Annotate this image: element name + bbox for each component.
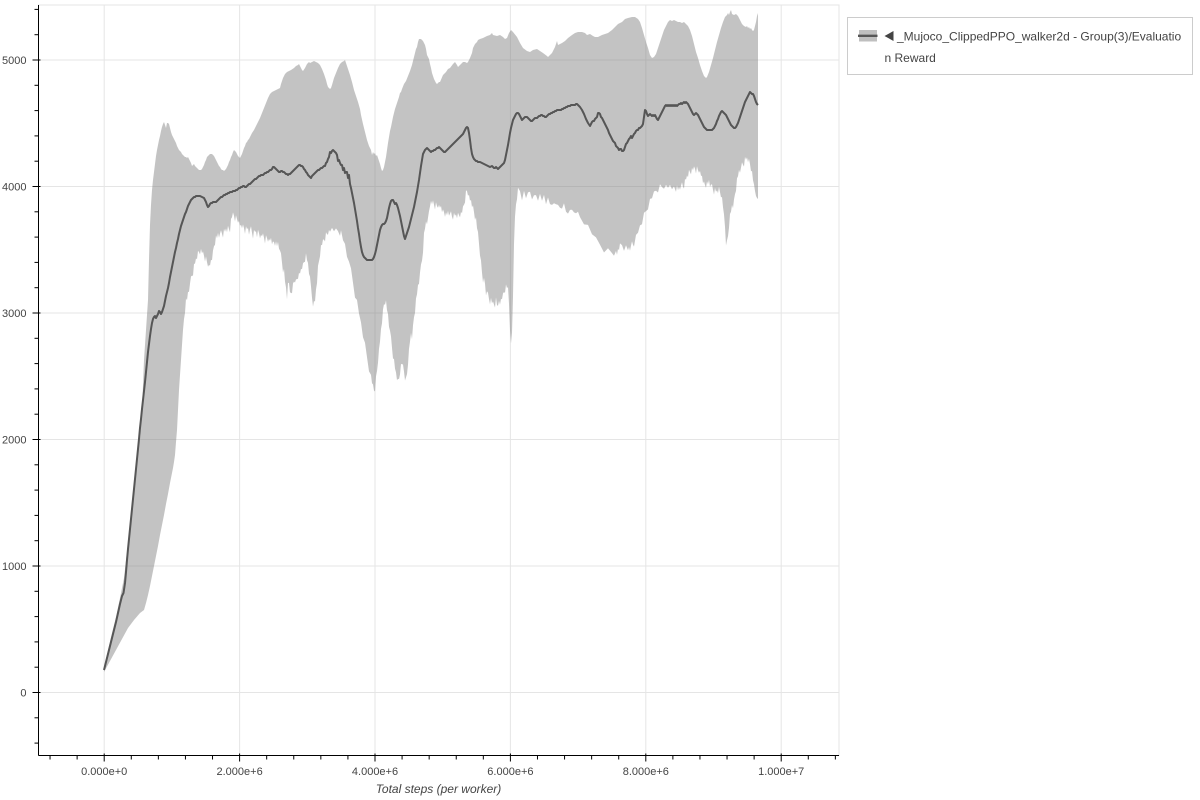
svg-text:_Mujoco_ClippedPPO_walker2d -: _Mujoco_ClippedPPO_walker2d - Group(3)/E… [896,30,1181,44]
svg-text:0: 0 [20,688,26,700]
svg-text:1000: 1000 [2,561,26,573]
svg-text:2000: 2000 [2,435,26,447]
svg-text:5000: 5000 [2,55,26,67]
svg-text:Total steps (per worker): Total steps (per worker) [376,782,502,796]
svg-text:4.000e+6: 4.000e+6 [352,766,398,778]
svg-text:2.000e+6: 2.000e+6 [217,766,263,778]
svg-text:3000: 3000 [2,308,26,320]
svg-text:n Reward: n Reward [885,51,936,65]
svg-text:0.000e+0: 0.000e+0 [81,766,127,778]
svg-text:1.000e+7: 1.000e+7 [758,766,804,778]
svg-text:4000: 4000 [2,182,26,194]
svg-text:8.000e+6: 8.000e+6 [623,766,669,778]
svg-text:6.000e+6: 6.000e+6 [487,766,533,778]
